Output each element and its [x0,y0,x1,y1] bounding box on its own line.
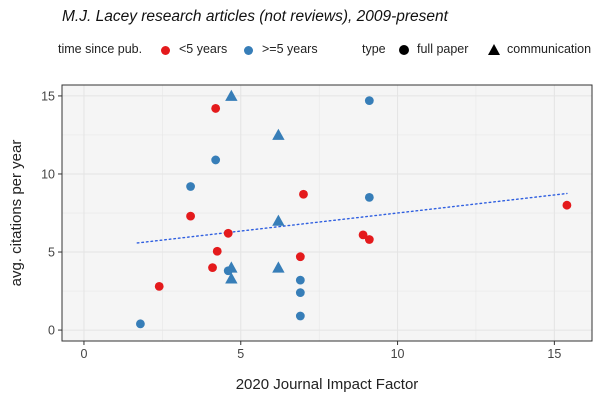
trend-line [136,192,568,244]
legend-communication-label: communication [507,42,592,56]
legend-communication-swatch [488,44,500,55]
chart-title: M.J. Lacey research articles (not review… [62,8,448,25]
data-point-communication [225,89,238,101]
legend-type-title: type [362,42,386,56]
y-axis: 0 5 10 15 [41,89,62,338]
data-point-full-paper [299,189,308,199]
x-axis-label: 2020 Journal Impact Factor [236,376,419,393]
x-tick-label: 15 [547,347,561,361]
data-point-full-paper [295,288,305,298]
data-point-full-paper [562,200,572,210]
data-point-communication [272,128,285,140]
data-point-communication [225,261,238,273]
y-tick-label: 5 [48,246,55,260]
y-tick-label: 10 [41,167,55,181]
legend-lt5-label: <5 years [179,42,228,56]
data-point-full-paper [364,96,374,106]
legend-full-paper-label: full paper [417,42,469,56]
x-tick-label: 5 [237,347,244,361]
data-point-communication [225,272,238,284]
data-point-full-paper [211,155,221,165]
data-point-communication [272,261,285,273]
data-point-full-paper [186,182,195,191]
y-tick-label: 0 [48,324,55,338]
plot-border [61,84,593,342]
data-point-full-paper [364,192,374,202]
legend-ge5-label: >=5 years [262,42,318,56]
data-point-full-paper [212,246,222,256]
x-tick-label: 0 [80,347,87,361]
data-point-full-paper [364,235,374,244]
legend-ge5-swatch [244,46,253,55]
data-point-full-paper [154,281,164,291]
legend-full-paper-swatch [399,45,409,55]
data-point-full-paper [295,311,305,321]
data-point-full-paper [211,104,221,113]
data-point-full-paper [136,319,145,329]
data-point-full-paper [186,211,195,221]
legend-time-title: time since pub. [58,42,143,56]
data-point-full-paper [208,263,217,273]
data-point-communication [272,214,285,226]
x-tick-label: 10 [391,347,405,361]
trend-line-group [136,192,568,244]
data-point-full-paper [223,228,233,238]
data-point-full-paper [295,275,305,285]
data-points [136,89,572,329]
data-point-full-paper [358,230,368,240]
y-tick-label: 15 [41,89,55,103]
legend-lt5-swatch [161,46,170,55]
y-axis-label: avg. citations per year [8,140,25,287]
data-point-full-paper [295,252,305,262]
x-axis: 0 5 10 15 [80,341,561,361]
